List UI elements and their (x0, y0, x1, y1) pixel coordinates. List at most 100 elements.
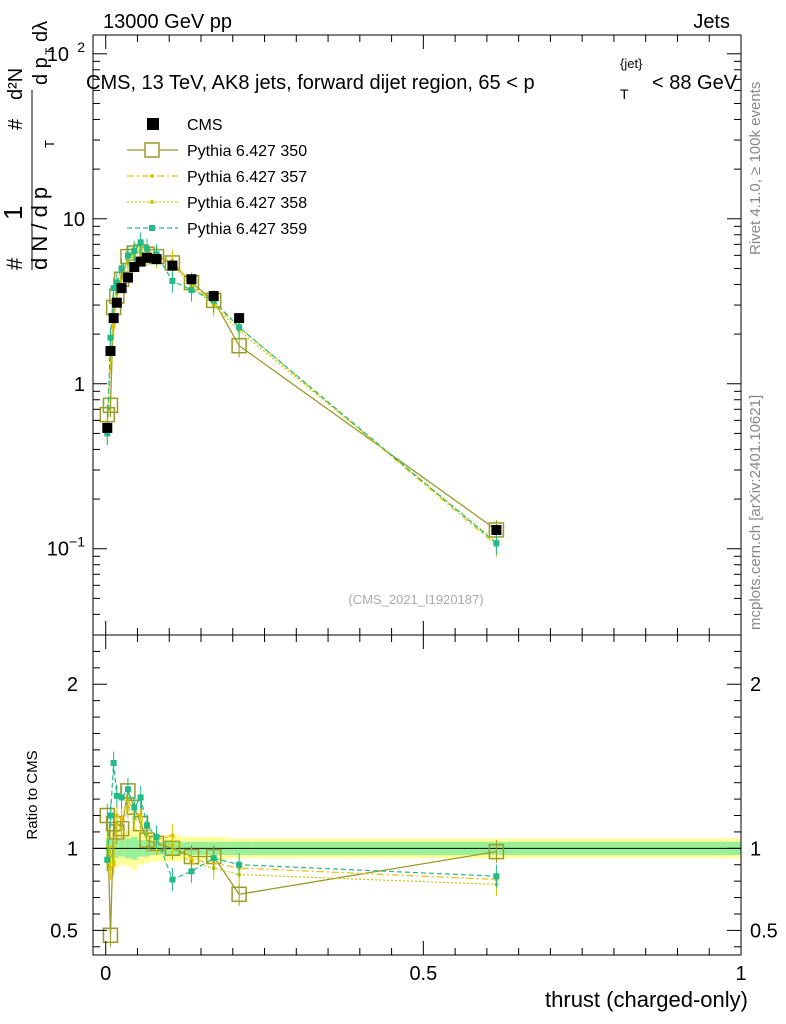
main-plot (99, 232, 505, 557)
ratio-point-359 (113, 792, 120, 799)
point-cms (186, 274, 197, 285)
title-main: CMS, 13 TeV, AK8 jets, forward dijet reg… (86, 72, 535, 94)
ratio-point-359 (110, 760, 117, 766)
legend-marker-357 (150, 174, 154, 178)
analysis-watermark: (CMS_2021_I1920187) (348, 592, 483, 607)
point-359 (104, 430, 111, 437)
ylabel-d2-sub: T (43, 47, 57, 55)
title-tail: < 88 GeV (652, 72, 738, 94)
y-tick-label: 1 (74, 374, 85, 396)
point-cms (102, 422, 113, 433)
y-tick-label-base: 10 (47, 44, 69, 66)
point-cms (208, 291, 219, 302)
ratio-point-359 (188, 868, 195, 875)
legend-entry-357: Pythia 6.427 357 (127, 169, 307, 186)
point-cms (116, 283, 127, 294)
series-line-4 (106, 241, 497, 544)
point-350 (102, 397, 119, 414)
header-left: 13000 GeV pp (103, 11, 232, 33)
ratio-point-3 (111, 859, 116, 864)
legend-marker-359 (149, 225, 155, 231)
rivet-label: Rivet 4.1.0, ≥ 100k events (747, 82, 764, 255)
ratio-point-350 (231, 886, 247, 903)
ratio-point-3 (114, 821, 119, 826)
legend-label-359: Pythia 6.427 359 (187, 221, 307, 238)
point-cms (135, 256, 146, 267)
point-cms (151, 254, 162, 265)
point-cms (108, 313, 119, 324)
point-359 (169, 277, 176, 284)
point-cms (142, 252, 152, 263)
title-sup: {jet} (620, 56, 643, 71)
legend: CMS Pythia 6.427 350 Pythia 6.427 357 Py… (127, 117, 307, 238)
y-tick-label-base: 10 (47, 539, 69, 561)
ratio-y-tick-label-right: 2 (750, 674, 761, 696)
legend-marker-358 (150, 200, 154, 204)
legend-entry-350: Pythia 6.427 350 (127, 142, 307, 160)
point-cms (122, 272, 133, 283)
title-sub: T (620, 86, 629, 102)
point-359 (118, 265, 125, 272)
ratio-y-tick-label: 1 (67, 838, 78, 860)
ratio-point-359 (236, 861, 243, 868)
x-tick-label: 0.5 (409, 963, 437, 985)
legend-label-358: Pythia 6.427 358 (187, 195, 307, 212)
legend-marker-cms (147, 118, 159, 130)
ratio-y-tick-label-right: 0.5 (750, 920, 778, 942)
ylabel-d2: d p (30, 57, 52, 85)
ratio-line-4 (106, 762, 497, 881)
legend-entry-cms: CMS (147, 117, 223, 134)
ratio-point-359 (131, 804, 138, 811)
ratio-point-3 (119, 826, 124, 831)
legend-label-350: Pythia 6.427 350 (187, 143, 307, 160)
plot-title: CMS, 13 TeV, AK8 jets, forward dijet reg… (86, 56, 738, 102)
x-axis-label: thrust (charged-only) (545, 987, 748, 1012)
ratio-point-359 (104, 856, 111, 863)
point-359 (124, 252, 131, 259)
ratio-point-359 (107, 812, 114, 819)
point-359 (144, 245, 150, 252)
point-359 (107, 334, 114, 341)
ylabel-hash2: # (5, 118, 27, 130)
point-cms (129, 262, 140, 273)
point-cms (491, 524, 502, 535)
ylabel-hash1: # (2, 257, 27, 270)
ratio-point-359 (169, 876, 176, 883)
x-tick-label: 0 (100, 963, 111, 985)
ratio-point-359 (137, 794, 144, 801)
y-axis-label-ratio: Ratio to CMS (24, 750, 41, 839)
point-359 (110, 285, 117, 292)
ratio-point-350 (102, 927, 119, 944)
series-line-3 (106, 250, 497, 543)
ratio-line-1 (106, 788, 497, 936)
point-cms (234, 313, 245, 324)
point-359 (137, 239, 144, 246)
point-cms (111, 297, 122, 308)
ratio-point-359 (124, 786, 131, 793)
ratio-point-359 (144, 822, 150, 829)
ylabel-one: 1 (0, 206, 28, 220)
point-359 (188, 287, 195, 294)
legend-entry-359: Pythia 6.427 359 (127, 221, 307, 238)
ylabel-num: d N / d p (27, 187, 52, 270)
ratio-point-3 (138, 820, 143, 825)
ratio-point-359 (153, 833, 160, 840)
series-line-2 (106, 247, 497, 546)
ratio-point-350 (105, 815, 122, 832)
ratio-point-359 (210, 855, 217, 862)
ratio-point-359 (493, 873, 500, 880)
point-cms (167, 260, 178, 271)
point-359 (493, 540, 500, 547)
y-tick-label-exp: 2 (77, 39, 85, 55)
ratio-point-3 (125, 805, 130, 810)
ratio-y-tick-label-right: 1 (750, 838, 761, 860)
ylabel-dl: dλ (30, 21, 52, 42)
y-tick-label-exp: −1 (69, 534, 85, 550)
ratio-plot (99, 751, 505, 947)
legend-label-cms: CMS (187, 117, 223, 134)
point-359 (113, 279, 120, 286)
legend-marker-350 (144, 142, 160, 158)
ratio-point-350 (488, 843, 505, 860)
